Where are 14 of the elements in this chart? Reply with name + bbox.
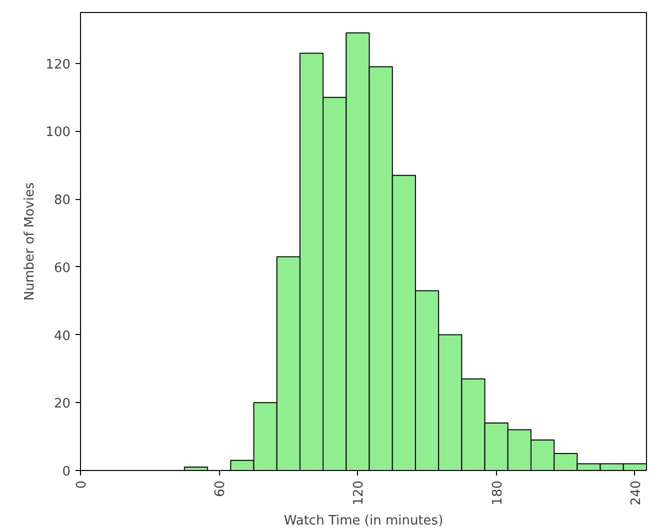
y-tick-label: 100 — [46, 125, 71, 140]
y-tick-label: 40 — [54, 328, 71, 344]
x-tick-label: 120 — [352, 480, 367, 506]
x-tick-label: 240 — [628, 480, 644, 506]
y-tick-label: 20 — [54, 396, 71, 412]
x-tick-label: 60 — [213, 480, 228, 498]
x-tick-label: 0 — [74, 480, 90, 489]
y-tick-label: 80 — [54, 193, 71, 208]
x-tick-label: 180 — [490, 480, 506, 506]
x-axis-title: Watch Time (in minutes) — [284, 513, 444, 528]
y-axis-title: Number of Movies — [22, 182, 38, 301]
y-tick-label: 0 — [62, 464, 71, 480]
y-tick-label: 60 — [54, 260, 71, 276]
y-tick-label: 120 — [46, 57, 71, 72]
